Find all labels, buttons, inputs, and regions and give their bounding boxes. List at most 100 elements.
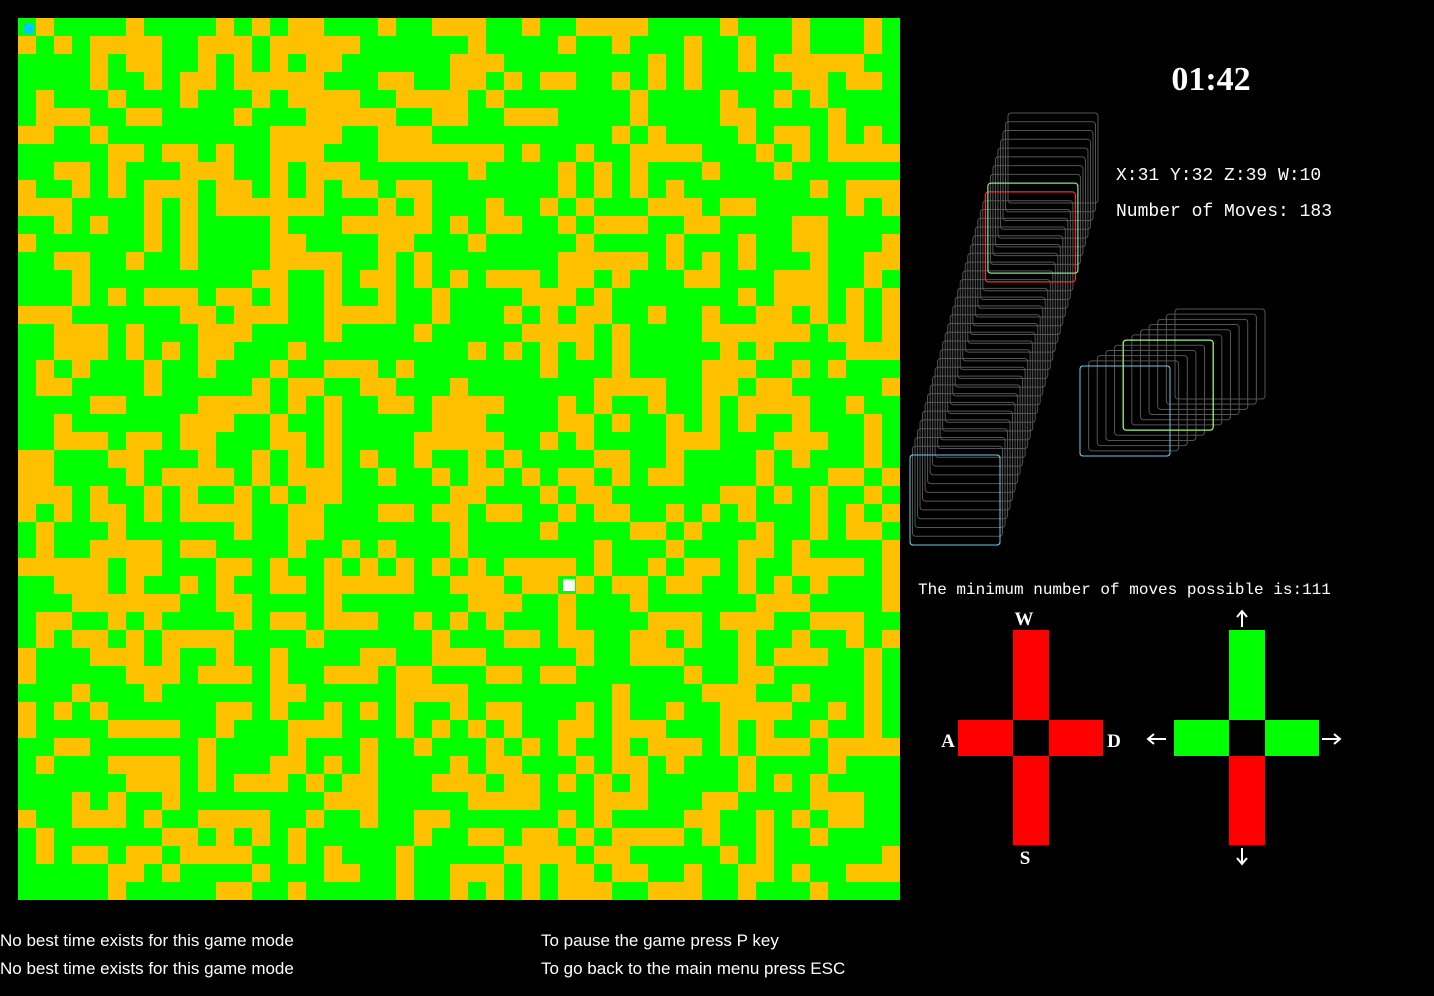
wall-cell <box>270 774 288 792</box>
wall-cell <box>630 648 648 666</box>
wall-cell <box>54 414 72 432</box>
wall-cell <box>486 216 504 234</box>
wall-cell <box>432 504 450 522</box>
wall-cell <box>198 36 216 54</box>
wall-cell <box>864 126 882 144</box>
wall-cell <box>558 882 576 900</box>
wall-cell <box>864 432 882 450</box>
wall-cell <box>882 846 900 864</box>
wall-cell <box>234 846 252 864</box>
wall-cell <box>324 360 342 378</box>
wall-cell <box>468 72 486 90</box>
wall-cell <box>846 198 864 216</box>
wall-cell <box>198 540 216 558</box>
wall-cell <box>864 702 882 720</box>
wall-cell <box>324 270 342 288</box>
wall-cell <box>522 18 540 36</box>
wall-cell <box>522 774 540 792</box>
wall-cell <box>594 180 612 198</box>
slice-frame <box>969 244 1061 336</box>
wall-cell <box>882 630 900 648</box>
wall-cell <box>450 144 468 162</box>
wall-cell <box>504 216 522 234</box>
wall-cell <box>450 108 468 126</box>
wall-cell <box>72 630 90 648</box>
wall-cell <box>882 378 900 396</box>
wall-cell <box>864 486 882 504</box>
wall-cell <box>306 522 324 540</box>
wall-cell <box>756 810 774 828</box>
wall-cell <box>324 756 342 774</box>
slice-frame <box>997 147 1089 239</box>
wall-cell <box>144 756 162 774</box>
wall-cell <box>288 540 306 558</box>
wall-cell <box>504 756 522 774</box>
wall-cell <box>774 594 792 612</box>
wall-cell <box>90 396 108 414</box>
wall-cell <box>558 216 576 234</box>
wall-cell <box>522 108 540 126</box>
wall-cell <box>846 630 864 648</box>
wall-cell <box>270 252 288 270</box>
wall-cell <box>630 774 648 792</box>
wall-cell <box>540 360 558 378</box>
wall-cell <box>288 738 306 756</box>
wall-cell <box>162 180 180 198</box>
wall-cell <box>450 504 468 522</box>
wall-cell <box>270 162 288 180</box>
wall-cell <box>522 324 540 342</box>
wall-cell <box>612 504 630 522</box>
wall-cell <box>648 72 666 90</box>
wall-cell <box>630 108 648 126</box>
wall-cell <box>90 342 108 360</box>
wall-cell <box>558 864 576 882</box>
wall-cell <box>594 882 612 900</box>
wall-cell <box>216 882 234 900</box>
wall-cell <box>126 756 144 774</box>
wall-cell <box>126 774 144 792</box>
wall-cell <box>648 648 666 666</box>
wall-cell <box>450 54 468 72</box>
wall-cell <box>72 810 90 828</box>
wall-cell <box>828 54 846 72</box>
wall-cell <box>756 828 774 846</box>
wall-cell <box>666 414 684 432</box>
wall-cell <box>216 180 234 198</box>
wall-cell <box>396 846 414 864</box>
wall-cell <box>558 270 576 288</box>
wall-cell <box>144 54 162 72</box>
wall-cell <box>162 144 180 162</box>
wall-cell <box>504 846 522 864</box>
wall-cell <box>666 540 684 558</box>
wall-cell <box>702 684 720 702</box>
wall-cell <box>756 342 774 360</box>
wall-cell <box>72 738 90 756</box>
wall-cell <box>216 18 234 36</box>
wall-cell <box>738 234 756 252</box>
wall-cell <box>612 252 630 270</box>
wall-cell <box>54 216 72 234</box>
wall-cell <box>882 324 900 342</box>
wall-cell <box>576 414 594 432</box>
wall-cell <box>216 144 234 162</box>
wall-cell <box>54 306 72 324</box>
wall-cell <box>666 252 684 270</box>
wall-cell <box>72 432 90 450</box>
wall-cell <box>702 396 720 414</box>
wall-cell <box>648 738 666 756</box>
wall-cell <box>288 882 306 900</box>
wall-cell <box>558 324 576 342</box>
wall-cell <box>720 684 738 702</box>
wall-cell <box>360 270 378 288</box>
wall-cell <box>126 54 144 72</box>
wall-cell <box>612 684 630 702</box>
wall-cell <box>738 774 756 792</box>
wall-cell <box>144 774 162 792</box>
wall-cell <box>450 414 468 432</box>
wall-cell <box>108 180 126 198</box>
wall-cell <box>450 864 468 882</box>
wall-cell <box>270 612 288 630</box>
wall-cell <box>630 18 648 36</box>
wall-cell <box>414 738 432 756</box>
wall-cell <box>756 612 774 630</box>
